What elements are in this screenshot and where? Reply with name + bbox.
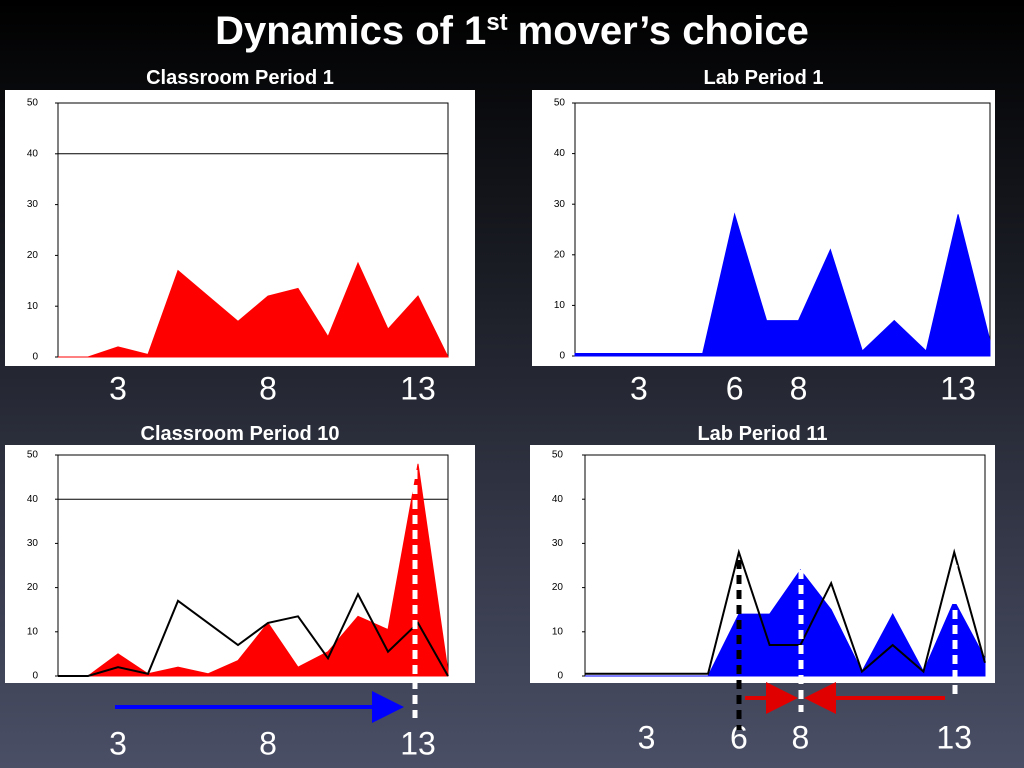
x-tick-label: 13 [936, 719, 972, 755]
slide-title: Dynamics of 1st mover’s choice [215, 9, 809, 53]
y-tick-label: 50 [27, 98, 39, 109]
y-tick-label: 40 [552, 494, 564, 505]
chart-title: Lab Period 11 [697, 423, 827, 445]
chart-title: Lab Period 1 [703, 67, 823, 89]
y-tick-label: 50 [552, 450, 564, 461]
y-tick-label: 20 [552, 582, 564, 593]
series-area [58, 463, 449, 677]
series-area [585, 569, 986, 677]
y-tick-label: 0 [559, 351, 565, 362]
y-tick-label: 40 [27, 494, 39, 505]
y-tick-label: 10 [27, 626, 39, 637]
y-tick-label: 0 [557, 671, 563, 682]
y-tick-label: 20 [27, 582, 39, 593]
x-tick-label: 8 [790, 370, 808, 406]
chart-title: Classroom Period 10 [141, 423, 340, 445]
x-tick-label: 8 [791, 719, 809, 755]
x-tick-label: 13 [400, 370, 436, 406]
y-tick-label: 30 [27, 538, 39, 549]
title-part: Dynamics of 1 [215, 9, 486, 53]
y-tick-label: 0 [32, 671, 38, 682]
y-tick-label: 0 [32, 352, 38, 363]
x-tick-label: 8 [259, 725, 277, 761]
y-tick-label: 20 [27, 250, 39, 261]
x-tick-label: 3 [109, 370, 127, 406]
series-line [58, 591, 449, 677]
x-tick-label: 8 [259, 370, 277, 406]
y-tick-label: 50 [554, 98, 566, 109]
y-tick-label: 30 [552, 538, 564, 549]
chart-title: Classroom Period 1 [146, 67, 334, 89]
series-area [58, 261, 449, 358]
x-tick-label: 13 [400, 725, 436, 761]
x-tick-label: 3 [638, 719, 656, 755]
series-line [585, 548, 986, 675]
y-tick-label: 40 [554, 148, 566, 159]
series-area [574, 212, 991, 357]
x-tick-label: 6 [730, 719, 748, 755]
title-part: mover’s choice [518, 9, 809, 53]
y-tick-label: 30 [27, 199, 39, 210]
y-tick-label: 30 [554, 199, 566, 210]
x-tick-label: 6 [726, 370, 744, 406]
y-tick-label: 10 [554, 300, 566, 311]
x-tick-label: 3 [630, 370, 648, 406]
y-tick-label: 20 [554, 249, 566, 260]
x-tick-label: 3 [109, 725, 127, 761]
y-tick-label: 10 [27, 301, 39, 312]
y-tick-label: 10 [552, 626, 564, 637]
x-tick-label: 13 [940, 370, 976, 406]
title-sup: st [486, 9, 507, 36]
y-tick-label: 40 [27, 148, 39, 159]
annotations [115, 470, 958, 730]
y-tick-label: 50 [27, 450, 39, 461]
